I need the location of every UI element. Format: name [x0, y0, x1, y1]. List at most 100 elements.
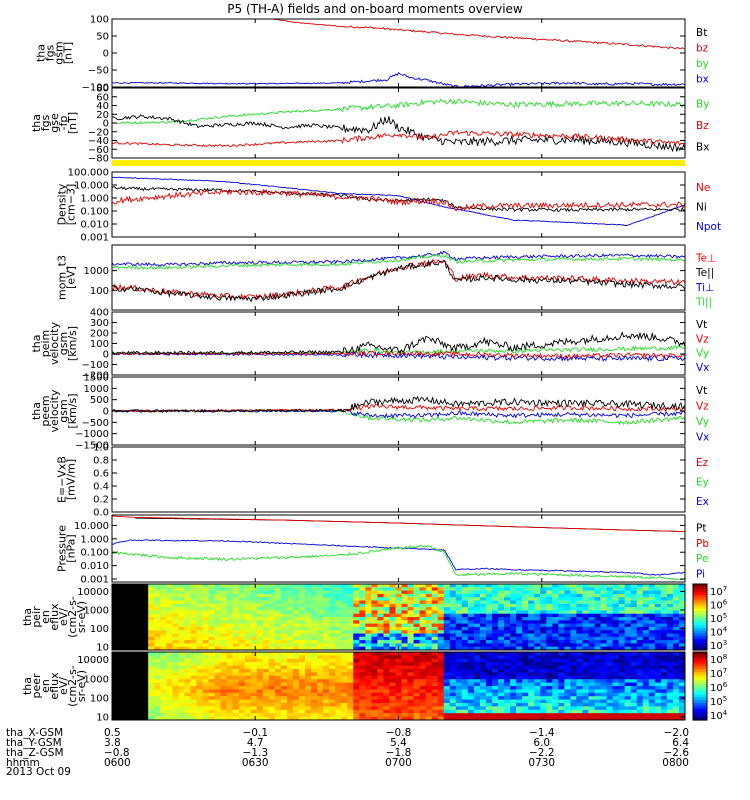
spectrogram-cell: [431, 597, 439, 602]
spectrogram-cell: [588, 610, 596, 615]
spectrogram-cell: [630, 682, 638, 687]
spectrogram-cell: [124, 643, 131, 648]
spectrogram-cell: [606, 672, 614, 677]
series-line-green: [112, 98, 685, 125]
spectrogram-cell: [473, 640, 481, 644]
spectrogram-cell: [467, 662, 475, 667]
spectrogram-cell: [166, 643, 173, 648]
spectrogram-cell: [274, 658, 282, 663]
spectrogram-cell: [419, 652, 427, 656]
spectrogram-cell: [498, 662, 505, 667]
spectrogram-cell: [570, 597, 578, 602]
spectrogram-cell: [443, 600, 451, 605]
spectrogram-cell: [166, 626, 173, 631]
spectrogram-cell: [491, 607, 499, 611]
spectrogram-cell: [250, 652, 258, 656]
spectrogram-cell: [371, 610, 378, 615]
spectrogram-cell: [292, 706, 300, 711]
spectrogram-cell: [335, 603, 342, 608]
spectrogram-cell: [298, 703, 306, 707]
spectrogram-cell: [401, 593, 409, 598]
spectrogram-cell: [353, 633, 360, 638]
spectrogram-cell: [582, 703, 590, 707]
spectrogram-cell: [383, 640, 391, 644]
spectrogram-cell: [256, 643, 264, 648]
spectrogram-cell: [455, 587, 463, 592]
spectrogram-cell: [214, 689, 222, 694]
spectrogram-cell: [184, 652, 192, 656]
spectrogram-cell: [678, 640, 685, 644]
spectrogram-cell: [184, 675, 192, 680]
spectrogram-cell: [654, 600, 662, 605]
spectrogram-cell: [256, 636, 264, 641]
spectrogram-cell: [431, 686, 439, 690]
spectrogram-cell: [172, 646, 179, 650]
spectrogram-cell: [576, 699, 584, 704]
spectrogram-cell: [148, 655, 155, 660]
spectrogram-cell: [642, 689, 650, 694]
colorbar-segment: [693, 630, 707, 635]
spectrogram-cell: [618, 675, 626, 680]
spectrogram-cell: [323, 617, 330, 621]
spectrogram-cell: [504, 692, 511, 697]
spectrogram-cell: [208, 703, 216, 707]
spectrogram-cell: [419, 679, 427, 684]
spectrogram-cell: [226, 610, 234, 615]
spectrogram-cell: [154, 587, 161, 592]
spectrogram-cell: [540, 607, 547, 611]
spectrogram-cell: [136, 692, 143, 697]
spectrogram-cell: [329, 623, 336, 628]
spectrogram-cell: [660, 623, 668, 628]
spectrogram-cell: [196, 623, 204, 628]
spectrogram-cell: [365, 607, 372, 611]
spectrogram-cell: [112, 623, 119, 628]
spectrogram-cell: [202, 643, 210, 648]
spectrogram-cell: [407, 617, 415, 621]
spectrogram-cell: [172, 630, 179, 635]
spectrogram-cell: [220, 623, 228, 628]
spectrogram-cell: [280, 626, 288, 631]
spectrogram-cell: [395, 643, 403, 648]
spectrogram-cell: [172, 713, 179, 718]
spectrogram-cell: [130, 686, 137, 690]
spectrogram-cell: [413, 633, 421, 638]
spectrogram-cell: [220, 686, 228, 690]
spectrogram-cell: [371, 640, 378, 644]
spectrogram-cell: [485, 655, 493, 660]
spectrogram-cell: [504, 706, 511, 711]
spectrogram-cell: [588, 672, 596, 677]
spectrogram-cell: [552, 672, 559, 677]
spectrogram-cell: [383, 620, 391, 625]
spectrogram-cell: [124, 607, 131, 611]
spectrogram-cell: [256, 692, 264, 697]
spectrogram-cell: [178, 587, 185, 592]
spectrogram-cell: [516, 603, 523, 608]
spectrogram-cell: [624, 658, 632, 663]
series-line-red: [112, 129, 685, 148]
panel-frame: [111, 87, 686, 159]
spectrogram-cell: [672, 665, 680, 670]
spectrogram-cell: [425, 633, 433, 638]
series-line-green: [112, 409, 685, 426]
spectrogram-cell: [256, 646, 264, 650]
spectrogram-cell: [678, 587, 685, 592]
spectrogram-cell: [395, 603, 403, 608]
spectrogram-cell: [389, 679, 397, 684]
spectrogram-cell: [136, 607, 143, 611]
spectrogram-cell: [455, 593, 463, 598]
spectrogram-cell: [112, 613, 119, 618]
spectrogram-cell: [311, 689, 318, 694]
spectrogram-cell: [491, 587, 499, 592]
spectrogram-cell: [262, 689, 270, 694]
spectrogram-cell: [244, 584, 252, 588]
y-tick-label: 0.2: [93, 495, 109, 506]
spectrogram-cell: [214, 669, 222, 673]
spectrogram-cell: [654, 692, 662, 697]
spectrogram-cell: [588, 636, 596, 641]
spectrogram-cell: [178, 665, 185, 670]
spectrogram-cell: [636, 636, 644, 641]
spectrogram-cell: [389, 597, 397, 602]
spectrogram-cell: [317, 636, 324, 641]
spectrogram-cell: [636, 640, 644, 644]
spectrogram-cell: [286, 610, 294, 615]
